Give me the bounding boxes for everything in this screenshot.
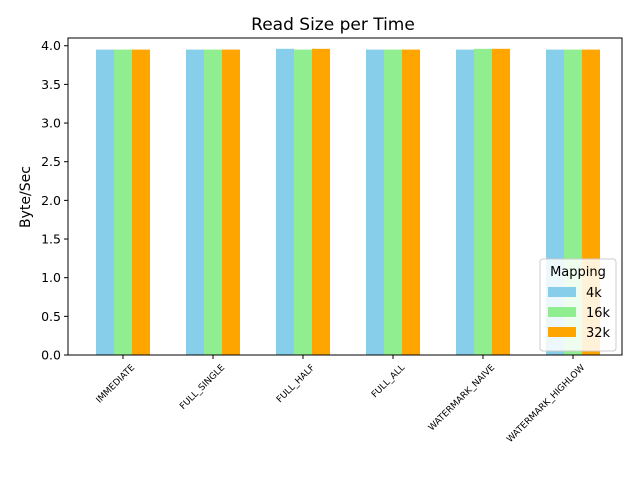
y-tick-label: 4.0: [41, 38, 61, 53]
y-tick-label: 1.5: [41, 232, 61, 247]
y-tick-label: 2.5: [41, 154, 61, 169]
x-tick-label: IMMEDIATE: [95, 363, 138, 406]
legend-swatch-16k: [548, 307, 576, 317]
x-tick-label: FULL_SINGLE: [178, 363, 227, 412]
bar-16k-watermark_naive: [474, 48, 492, 355]
legend-label-32k: 32k: [586, 326, 611, 341]
bar-32k-full_half: [312, 48, 330, 355]
legend-swatch-4k: [548, 287, 576, 297]
y-tick-label: 0.0: [41, 348, 61, 363]
bar-32k-watermark_naive: [492, 48, 510, 355]
bar-16k-full_half: [294, 49, 312, 355]
legend-label-4k: 4k: [586, 286, 602, 301]
bar-16k-full_single: [204, 49, 222, 355]
bar-4k-immediate: [96, 49, 114, 355]
x-tick-label: WATERMARK_HIGHLOW: [505, 363, 587, 445]
x-tick-label: FULL_HALF: [275, 363, 317, 405]
x-tick-label: FULL_ALL: [370, 363, 407, 400]
y-tick-label: 1.0: [41, 270, 61, 285]
legend-label-16k: 16k: [586, 306, 611, 321]
plot-frame: [67, 37, 623, 356]
bar-32k-full_all: [402, 49, 420, 355]
bar-4k-full_single: [186, 49, 204, 355]
bar-4k-watermark_naive: [456, 49, 474, 355]
bar-32k-full_single: [222, 49, 240, 355]
bar-4k-full_half: [276, 48, 294, 355]
bar-4k-full_all: [366, 49, 384, 355]
chart-title: Read Size per Time: [251, 15, 415, 35]
bar-16k-immediate: [114, 49, 132, 355]
y-tick-label: 0.5: [41, 309, 61, 324]
legend-title: Mapping: [550, 265, 606, 280]
bar-32k-immediate: [132, 49, 150, 355]
bar-16k-full_all: [384, 49, 402, 355]
y-tick-label: 2.0: [41, 193, 61, 208]
x-tick-label: WATERMARK_NAIVE: [427, 363, 497, 433]
y-axis-label: Byte/Sec: [18, 166, 34, 228]
bars-layer: [96, 48, 600, 355]
legend: Mapping 4k 16k 32k: [539, 258, 617, 352]
y-tick-label: 3.0: [41, 116, 61, 131]
y-tick-label: 3.5: [41, 77, 61, 92]
legend-swatch-32k: [548, 327, 576, 337]
